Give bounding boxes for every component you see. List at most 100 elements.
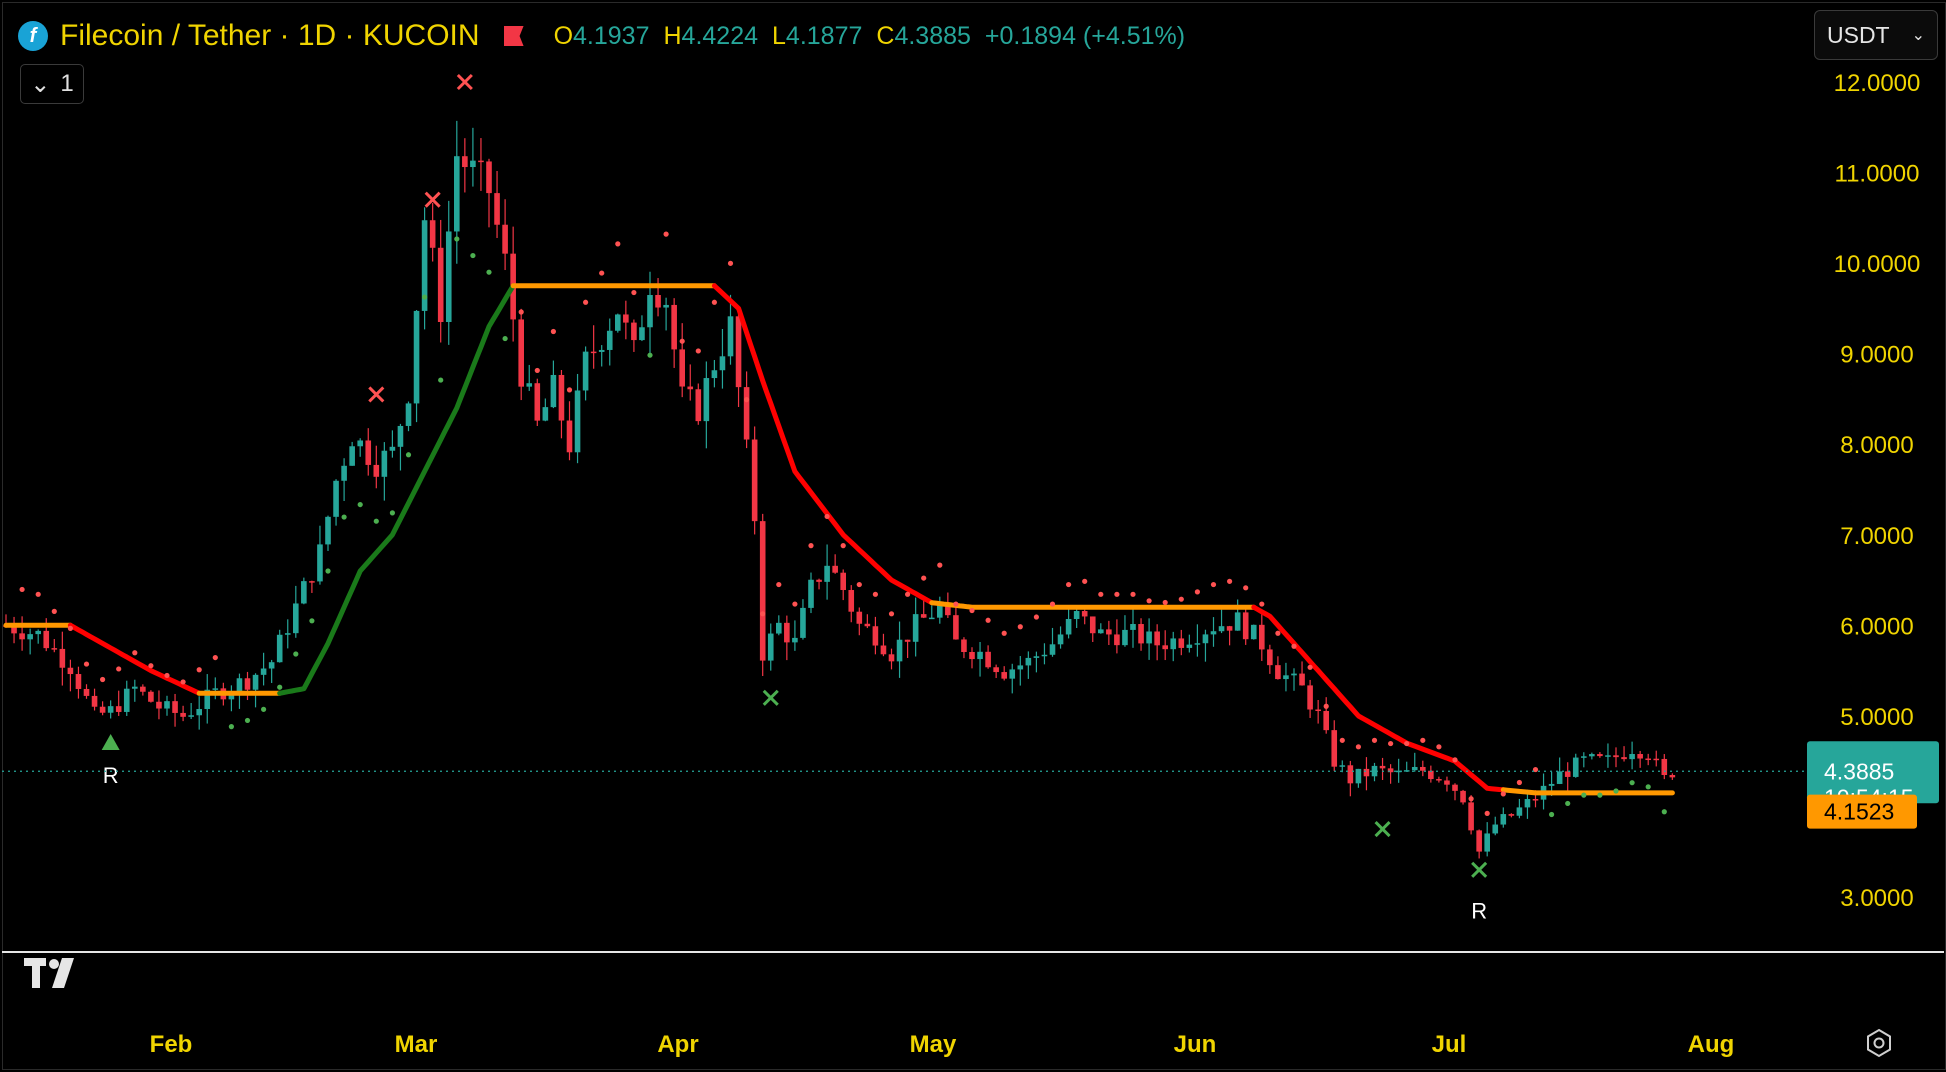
candle xyxy=(19,616,25,651)
candle xyxy=(1017,656,1024,686)
candle xyxy=(1492,816,1499,836)
signal-dot xyxy=(19,586,25,593)
settings-icon[interactable] xyxy=(1864,1028,1894,1058)
y-tick-label: 11.0000 xyxy=(1835,161,1920,188)
candle xyxy=(792,620,798,651)
signal-dot xyxy=(35,591,41,597)
signal-dot xyxy=(1033,614,1039,620)
candle xyxy=(494,170,500,239)
y-tick-label: 9.0000 xyxy=(1840,342,1913,369)
candle-body xyxy=(140,686,146,692)
candle-body xyxy=(268,662,275,669)
y-tick-label: 7.0000 xyxy=(1840,523,1913,550)
candle xyxy=(1218,609,1225,634)
candle-body xyxy=(969,652,975,660)
candle xyxy=(703,361,710,449)
candle-body xyxy=(478,160,484,163)
candle xyxy=(1669,773,1676,780)
candle xyxy=(687,364,694,401)
ohlc-readout: O4.1937 H4.4224 L4.1877 C4.3885 +0.1894 … xyxy=(554,22,1186,51)
candle-body xyxy=(349,446,355,466)
low-value: 4.1877 xyxy=(785,21,863,50)
symbol-title[interactable]: Filecoin / Tether · 1D · KUCOIN xyxy=(60,19,480,52)
candle-body xyxy=(1468,802,1474,831)
signal-dot xyxy=(1243,585,1249,591)
candle-body xyxy=(800,607,806,638)
signal-dot xyxy=(1066,581,1072,588)
candle-body xyxy=(1516,807,1523,816)
candle xyxy=(1436,776,1442,783)
signal-dot xyxy=(840,543,846,549)
candle xyxy=(1387,764,1394,784)
signal-dot xyxy=(486,269,492,275)
candle xyxy=(413,310,420,423)
candle-body xyxy=(1098,629,1104,634)
collapse-indicators-button[interactable]: ⌄ 1 xyxy=(20,64,84,104)
candle-body xyxy=(856,611,863,624)
candle-body xyxy=(1307,685,1313,710)
signal-dot xyxy=(1307,664,1313,670)
candle-body xyxy=(1347,765,1354,784)
candle-body xyxy=(1218,626,1225,632)
candle-body xyxy=(679,349,685,387)
candle-body xyxy=(309,581,315,583)
candle xyxy=(526,364,533,391)
candle-body xyxy=(792,637,798,643)
x-tick-label: Feb xyxy=(150,1031,193,1058)
candle-body xyxy=(816,579,822,582)
candle xyxy=(107,700,114,719)
signal-dot xyxy=(985,617,991,623)
signal-dot xyxy=(969,607,975,614)
currency-select[interactable]: USDT ⌄ xyxy=(1814,10,1938,60)
signal-dot xyxy=(389,510,395,516)
candle-body xyxy=(1500,814,1507,825)
candle-body xyxy=(993,667,999,673)
candle xyxy=(11,616,17,644)
signal-dot xyxy=(1146,598,1152,604)
candle xyxy=(1476,829,1482,859)
candle xyxy=(784,615,790,661)
candle xyxy=(317,525,323,585)
candle xyxy=(767,623,774,671)
close-label: C xyxy=(876,21,895,50)
signal-dot xyxy=(51,608,57,614)
signal-dot xyxy=(357,501,363,508)
candle xyxy=(1621,746,1627,762)
candle-body xyxy=(1532,799,1539,801)
signal-dot xyxy=(228,724,234,730)
signal-dot xyxy=(1259,601,1265,607)
candle-body xyxy=(1041,654,1048,657)
candle-body xyxy=(719,356,726,371)
candle-body xyxy=(727,316,734,357)
candle xyxy=(268,659,275,683)
tradingview-logo-icon[interactable] xyxy=(24,956,88,990)
candle xyxy=(405,401,412,432)
candle-body xyxy=(1283,675,1289,680)
candle xyxy=(1242,608,1249,645)
candle-body xyxy=(27,634,33,640)
signal-dot xyxy=(1420,737,1426,743)
candle xyxy=(776,615,782,636)
candle-body xyxy=(639,327,645,341)
candle xyxy=(1581,752,1587,768)
cross-marker xyxy=(424,191,441,208)
trail-stop-segment xyxy=(929,600,1257,610)
candle-body xyxy=(1524,799,1531,808)
candle-body xyxy=(1291,673,1297,676)
signal-dot xyxy=(711,299,718,305)
candle-body xyxy=(1089,616,1096,634)
candle xyxy=(67,659,74,692)
candle xyxy=(1331,720,1338,772)
candle-body xyxy=(252,674,259,690)
flag-icon[interactable] xyxy=(503,26,524,46)
signal-dot xyxy=(1597,792,1603,798)
candle xyxy=(1315,699,1321,724)
signal-dot xyxy=(1355,744,1361,750)
candle-body xyxy=(421,220,428,311)
candle-body xyxy=(301,581,307,604)
candle xyxy=(1500,807,1507,828)
candle-body xyxy=(164,701,170,709)
candle-body xyxy=(1572,757,1579,777)
candle-body xyxy=(945,604,951,616)
